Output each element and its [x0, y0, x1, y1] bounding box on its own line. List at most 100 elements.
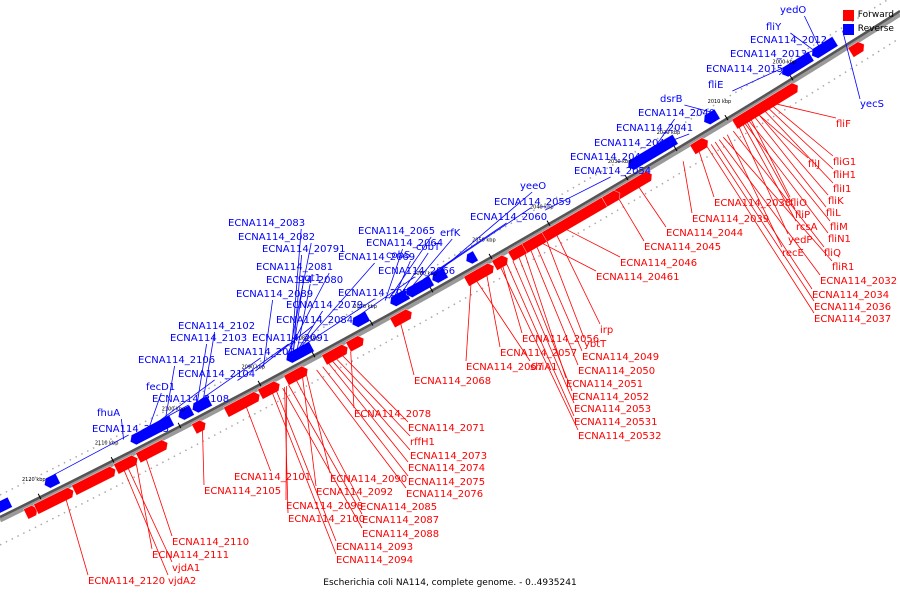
reverse-gene-label-ecna114_2043: ECNA114_2043 — [570, 152, 647, 163]
reverse-gene-label-flie: fliE — [708, 80, 723, 91]
reverse-gene-label-ecna114_2054: ECNA114_2054 — [574, 166, 651, 177]
forward-gene-label-ecna114_2087: ECNA114_2087 — [362, 515, 439, 526]
forward-gene-arrow — [345, 335, 365, 353]
forward-gene-label-ecna114_2098: ECNA114_2098 — [286, 501, 363, 512]
leader-line — [682, 161, 693, 214]
forward-gene-label-ecna114_20532: ECNA114_20532 — [578, 431, 662, 442]
reverse-gene-arrow — [178, 404, 195, 421]
leader-line — [796, 59, 804, 61]
forward-gene-label-vjda1: vjdA1 — [172, 563, 200, 574]
reverse-gene-label-ecna114_2096: ECNA114_2096 — [224, 347, 301, 358]
tick-mark — [257, 380, 262, 387]
leader-line — [305, 298, 375, 345]
forward-gene-label-ecna114_2034: ECNA114_2034 — [812, 290, 889, 301]
forward-gene-label-ecna114_2037: ECNA114_2037 — [814, 314, 891, 325]
leader-line — [566, 229, 621, 258]
reverse-swatch-icon — [842, 23, 854, 35]
tick-label: 2070 kbp — [353, 304, 377, 310]
forward-gene-label-ybtt: ybtT — [584, 339, 607, 350]
reverse-gene-arrow — [781, 51, 815, 78]
reverse-gene-label-ecna114_2089: ECNA114_2089 — [236, 289, 313, 300]
reverse-gene-label-ecna114_2104: ECNA114_2104 — [178, 369, 255, 380]
forward-gene-label-ecna114_2046: ECNA114_2046 — [620, 258, 697, 269]
forward-gene-label-ecna114_2120: ECNA114_2120 — [88, 576, 165, 587]
leader-line — [530, 250, 579, 366]
tick-mark — [488, 253, 493, 260]
leader-line — [402, 252, 429, 291]
reverse-gene-label-yedo: yedO — [780, 5, 806, 16]
forward-gene-label-irp: irp — [600, 325, 613, 336]
reverse-gene-arrow — [465, 250, 479, 265]
forward-gene-arrow — [491, 254, 509, 271]
forward-gene-label-yedp: yedP — [788, 235, 812, 246]
reverse-gene-label-ecna114_2069: ECNA114_2069 — [338, 252, 415, 263]
forward-gene-label-ecna114_2067: ECNA114_2067 — [466, 362, 543, 373]
leader-line — [524, 253, 567, 379]
reverse-gene-label-cobs: cobS — [386, 250, 410, 261]
tick-mark — [37, 493, 42, 500]
leader-line — [255, 325, 313, 372]
reverse-gene-label-cobt: cobT — [416, 242, 441, 253]
reverse-gene-label-ecna114_20791: ECNA114_20791 — [262, 244, 346, 255]
leader-line — [149, 392, 162, 427]
forward-gene-label-ecna114_2052: ECNA114_2052 — [572, 392, 649, 403]
forward-gene-label-ecna114_2032: ECNA114_2032 — [820, 276, 897, 287]
tick-label: 2050 kbp — [472, 238, 496, 244]
forward-swatch-icon — [842, 9, 854, 21]
reverse-gene-arrow — [405, 275, 435, 298]
reverse-gene-label-ggt1: ggt1 — [298, 273, 321, 284]
forward-gene-label-flij: fliJ — [808, 159, 820, 170]
forward-gene-label-ecna114_2110: ECNA114_2110 — [172, 537, 249, 548]
leader-line — [476, 281, 531, 362]
leader-line — [412, 238, 453, 286]
forward-gene-label-shia1: shiA1 — [530, 362, 558, 373]
forward-gene-label-flin1: fliN1 — [828, 234, 851, 245]
leader-line — [282, 388, 363, 529]
forward-gene-label-ecna114_2057: ECNA114_2057 — [500, 348, 577, 359]
reverse-gene-label-ecna114_2059: ECNA114_2059 — [494, 197, 571, 208]
leader-line — [121, 418, 124, 440]
tick-label: 2080 kbp — [295, 336, 319, 342]
forward-gene-label-flip: fliP — [795, 210, 810, 221]
leader-line — [754, 117, 827, 208]
tick-mark — [311, 351, 316, 358]
leader-line — [291, 228, 302, 352]
forward-gene-arrow — [33, 487, 74, 515]
leader-line — [440, 191, 533, 270]
forward-gene-arrow — [23, 505, 38, 520]
forward-gene-arrow — [463, 262, 495, 287]
leader-line — [299, 310, 323, 348]
leader-line — [361, 276, 415, 315]
reverse-gene-label-yeeo: yeeO — [520, 181, 546, 192]
forward-gene-label-ecna114_2101: ECNA114_2101 — [234, 472, 311, 483]
forward-gene-arrow — [257, 380, 281, 400]
leader-line — [322, 366, 409, 477]
leader-line — [732, 67, 783, 92]
leader-line — [465, 284, 472, 362]
reverse-gene-label-yecs: yecS — [860, 99, 884, 110]
leader-line — [289, 242, 312, 353]
tick-label: 2020 kbp — [657, 130, 681, 136]
forward-gene-label-ecna114_2051: ECNA114_2051 — [566, 379, 643, 390]
leader-line — [618, 199, 645, 242]
leader-line — [640, 148, 668, 155]
tick-mark — [369, 320, 374, 326]
leader-line — [714, 141, 813, 290]
leader-line — [804, 15, 819, 46]
forward-gene-label-ecna114_2075: ECNA114_2075 — [408, 477, 485, 488]
leader-line — [328, 363, 409, 463]
leader-line — [546, 241, 585, 339]
forward-gene-label-ecna114_2100: ECNA114_2100 — [288, 514, 365, 525]
leader-line — [297, 283, 311, 349]
forward-gene-label-ecna114_2085: ECNA114_2085 — [360, 502, 437, 513]
forward-gene-arrow — [389, 308, 413, 328]
leader-line — [237, 343, 289, 381]
reverse-gene-label-ecna114_2079: ECNA114_2079 — [286, 300, 363, 311]
reverse-gene-label-ecna114_2060: ECNA114_2060 — [470, 212, 547, 223]
reverse-gene-label-ecna114_2108: ECNA114_2108 — [152, 394, 229, 405]
forward-gene-label-flir1: fliR1 — [832, 262, 854, 273]
genome-backbone-shadow — [0, 11, 900, 523]
tick-mark — [789, 75, 794, 81]
reverse-gene-label-fecd1: fecD1 — [146, 382, 175, 393]
